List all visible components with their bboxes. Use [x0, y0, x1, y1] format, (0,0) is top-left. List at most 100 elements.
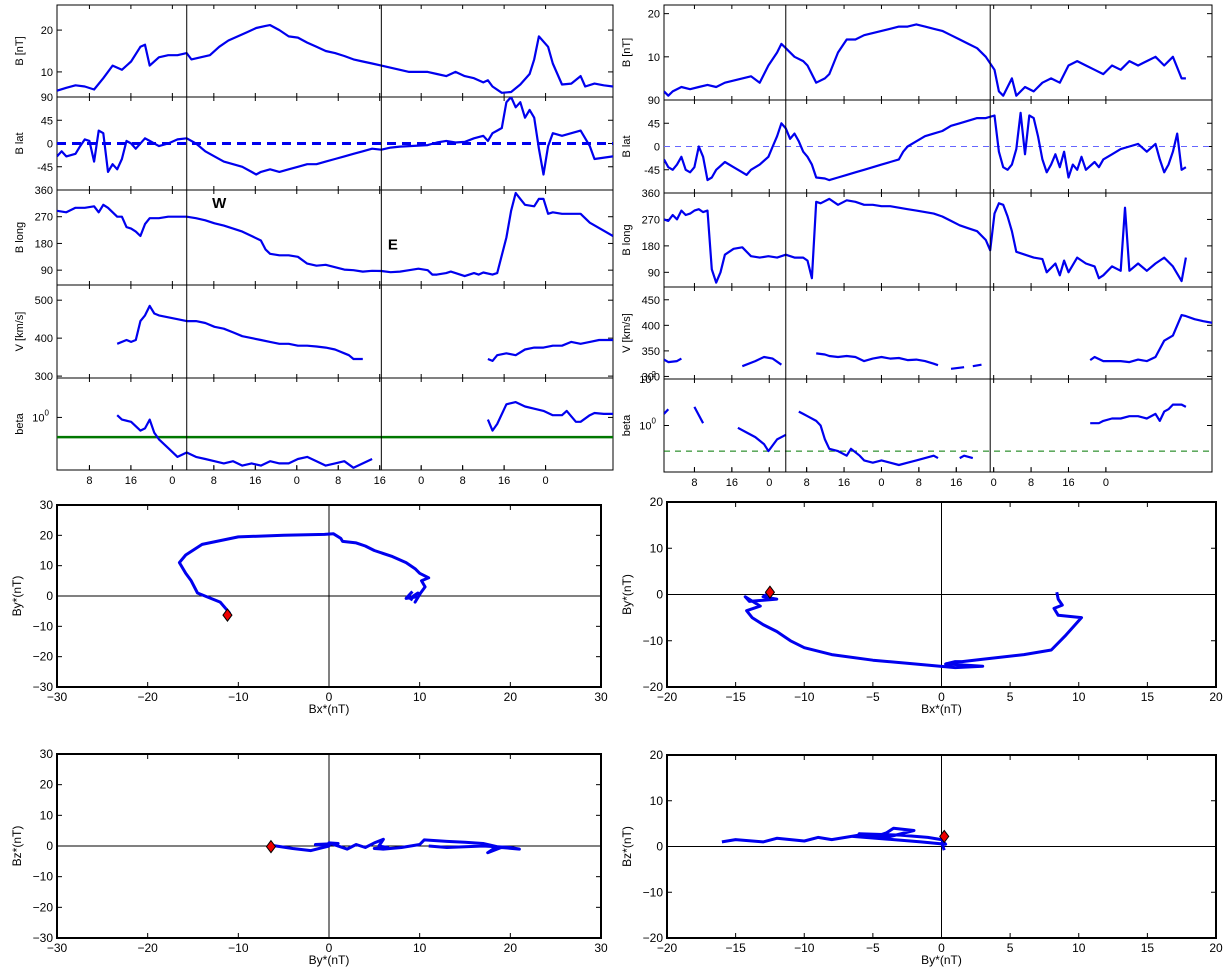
- y-axis-label: B [nT]: [621, 38, 633, 67]
- subplot-frame: [663, 192, 1213, 288]
- y-tick-label: 0: [46, 589, 53, 603]
- y-tick-label: −20: [643, 931, 664, 945]
- hodogram-right-bottom: −20 −15 −10 −5 0 5 10 15 20 −20 −10 0 10 20 By*(nT) Bz*…: [620, 748, 1223, 967]
- y-tick-label: 10: [650, 794, 664, 808]
- y-tick-label: 350: [642, 346, 660, 358]
- subplot-4: 100 beta: [14, 377, 614, 471]
- x-tick-label: 16: [950, 477, 962, 489]
- series-line: [959, 454, 974, 460]
- series-line: [816, 352, 939, 367]
- hodogram-left-bottom: −30 −20 −10 0 10 20 30 −30 −20 −10 0 10 20 30 By*(nT) B…: [10, 747, 608, 967]
- series-line: [664, 23, 1186, 97]
- series-line: [1090, 403, 1187, 425]
- x-tick-label: −20: [137, 690, 158, 704]
- x-tick-label: 20: [504, 941, 518, 955]
- y-tick-label: 100: [639, 417, 656, 433]
- x-tick-label: −15: [725, 941, 746, 955]
- x-tick-label: 8: [804, 477, 810, 489]
- subplot-frame: [56, 189, 614, 286]
- hodogram-trace: [743, 590, 1083, 670]
- x-tick-label: 0: [326, 690, 333, 704]
- x-tick-label: 30: [594, 941, 608, 955]
- x-tick-label: 0: [294, 475, 300, 487]
- y-tick-label: 45: [41, 115, 53, 127]
- y-tick-label: 500: [35, 295, 53, 307]
- series-line: [116, 414, 373, 469]
- y-tick-label: 10: [40, 808, 54, 822]
- x-tick-label: 16: [249, 475, 261, 487]
- x-tick-label: −10: [794, 941, 815, 955]
- y-axis-label: B [nT]: [14, 36, 26, 65]
- y-tick-label: 0: [656, 588, 663, 602]
- subplot-0: 10 20 B [nT]: [621, 4, 1213, 101]
- y-tick-label: −10: [33, 619, 54, 633]
- x-tick-label: 0: [878, 477, 884, 489]
- x-tick-label: −10: [228, 941, 249, 955]
- y-tick-label: 400: [35, 333, 53, 345]
- hodogram-right-top: −20 −15 −10 −5 0 5 10 15 20 −20 −10 0 10 20 Bx*(nT) By*…: [620, 495, 1223, 716]
- y-tick-label: 45: [648, 118, 660, 130]
- x-tick-label: 0: [1103, 477, 1109, 489]
- x-tick-label: 0: [938, 690, 945, 704]
- x-tick-label: 0: [326, 941, 333, 955]
- tick-exponent: 0: [652, 417, 657, 426]
- y-tick-label: −20: [33, 900, 54, 914]
- x-tick-label: −10: [794, 690, 815, 704]
- y-tick-label: 10: [40, 559, 54, 573]
- x-tick-label: 16: [1062, 477, 1074, 489]
- series-line: [798, 410, 939, 467]
- subplot-frame: [56, 377, 614, 471]
- x-tick-label: 16: [838, 477, 850, 489]
- x-tick-label: 20: [1209, 690, 1223, 704]
- y-tick-label: 270: [35, 212, 53, 224]
- series-line: [57, 97, 613, 176]
- x-tick-label: 5: [1007, 690, 1014, 704]
- y-tick-label: −30: [33, 931, 54, 945]
- series-line: [664, 357, 682, 364]
- tick-base: 10: [32, 412, 44, 424]
- y-tick-label: −10: [33, 870, 54, 884]
- subplot-3: 300 400 500 V [km/s]: [14, 284, 614, 383]
- x-tick-label: 0: [418, 475, 424, 487]
- subplot-2: 90 180 270 360 B long: [621, 188, 1213, 288]
- x-tick-label: 8: [460, 475, 466, 487]
- x-tick-label: 0: [169, 475, 175, 487]
- x-tick-label: 8: [335, 475, 341, 487]
- y-axis-label: Bz*(nT): [620, 826, 634, 867]
- series-line: [693, 406, 705, 424]
- x-tick-label: −5: [866, 690, 880, 704]
- y-axis-label: B long: [621, 224, 633, 255]
- start-marker-diamond: [265, 839, 277, 854]
- series-line: [950, 366, 965, 370]
- hodogram-left-top: −30 −20 −10 0 10 20 30 −30 −20 −10 0 10 20 30 Bx*(nT) B…: [10, 498, 608, 716]
- y-tick-label: 0: [656, 840, 663, 854]
- y-axis-label: B lat: [621, 135, 633, 157]
- tick-base: 10: [639, 374, 651, 386]
- subplot-frame: [663, 4, 1213, 101]
- series-line: [486, 401, 613, 432]
- x-tick-label: 20: [1209, 941, 1223, 955]
- y-tick-label: 90: [41, 265, 53, 277]
- y-tick-label: −20: [33, 650, 54, 664]
- hodogram-trace: [177, 532, 431, 616]
- series-line: [972, 363, 982, 368]
- y-axis-label: beta: [621, 414, 633, 436]
- y-tick-label: −10: [643, 634, 664, 648]
- series-line: [116, 304, 363, 361]
- x-tick-label: 10: [1072, 690, 1086, 704]
- y-tick-label: 0: [46, 839, 53, 853]
- y-tick-label: 90: [648, 95, 660, 107]
- subplot-2: 90 180 270 360 B long W E: [14, 185, 614, 286]
- x-tick-label: 10: [1072, 941, 1086, 955]
- y-tick-label: 10: [648, 52, 660, 64]
- y-tick-label: 360: [642, 188, 660, 200]
- series-line: [741, 355, 783, 368]
- hodogram-trace: [404, 590, 419, 600]
- x-tick-label: 16: [498, 475, 510, 487]
- x-tick-label: 8: [691, 477, 697, 489]
- y-tick-label: 360: [35, 185, 53, 197]
- x-tick-label: 16: [726, 477, 738, 489]
- y-axis-label: Bz*(nT): [10, 826, 24, 867]
- x-axis-label: By*(nT): [309, 953, 350, 967]
